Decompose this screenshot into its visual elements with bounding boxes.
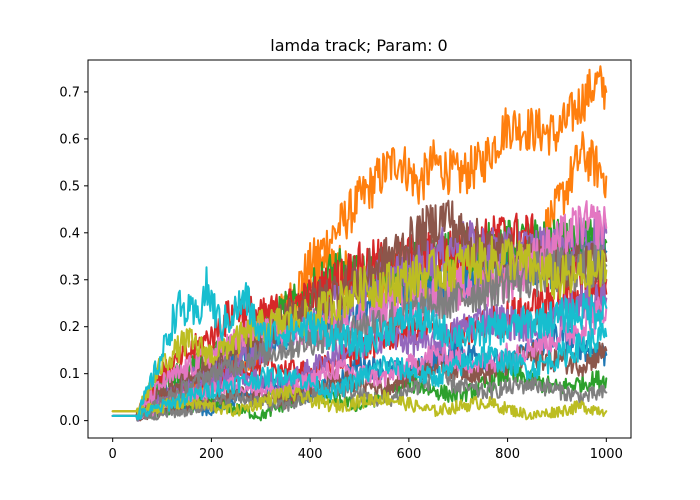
y-tick-label: 0.2 — [59, 320, 80, 335]
x-axis: 0 200 400 600 800 1000 — [109, 438, 623, 462]
x-tick-label: 400 — [298, 447, 323, 462]
y-axis: 0.0 0.1 0.2 0.3 0.4 0.5 0.6 0.7 — [59, 85, 88, 429]
y-tick-label: 0.5 — [59, 179, 80, 194]
y-tick-label: 0.0 — [59, 414, 80, 429]
y-tick-label: 0.3 — [59, 273, 80, 288]
y-tick-label: 0.7 — [59, 85, 80, 100]
y-tick-label: 0.6 — [59, 132, 80, 147]
plot-frame — [87, 59, 632, 439]
series-line-20 — [111, 322, 608, 420]
x-tick-label: 800 — [495, 447, 520, 462]
series-line-13 — [111, 200, 608, 420]
x-tick-label: 200 — [199, 447, 224, 462]
x-tick-label: 1000 — [590, 447, 623, 462]
x-tick-label: 0 — [109, 447, 117, 462]
chart-title: lamda track; Param: 0 — [270, 36, 447, 55]
x-tick-label: 600 — [396, 447, 421, 462]
y-tick-label: 0.4 — [59, 226, 80, 241]
series-group — [111, 65, 608, 422]
series-line-16 — [111, 370, 608, 421]
y-tick-label: 0.1 — [59, 367, 80, 382]
series-line-17 — [111, 235, 608, 413]
series-line-19 — [111, 266, 608, 421]
